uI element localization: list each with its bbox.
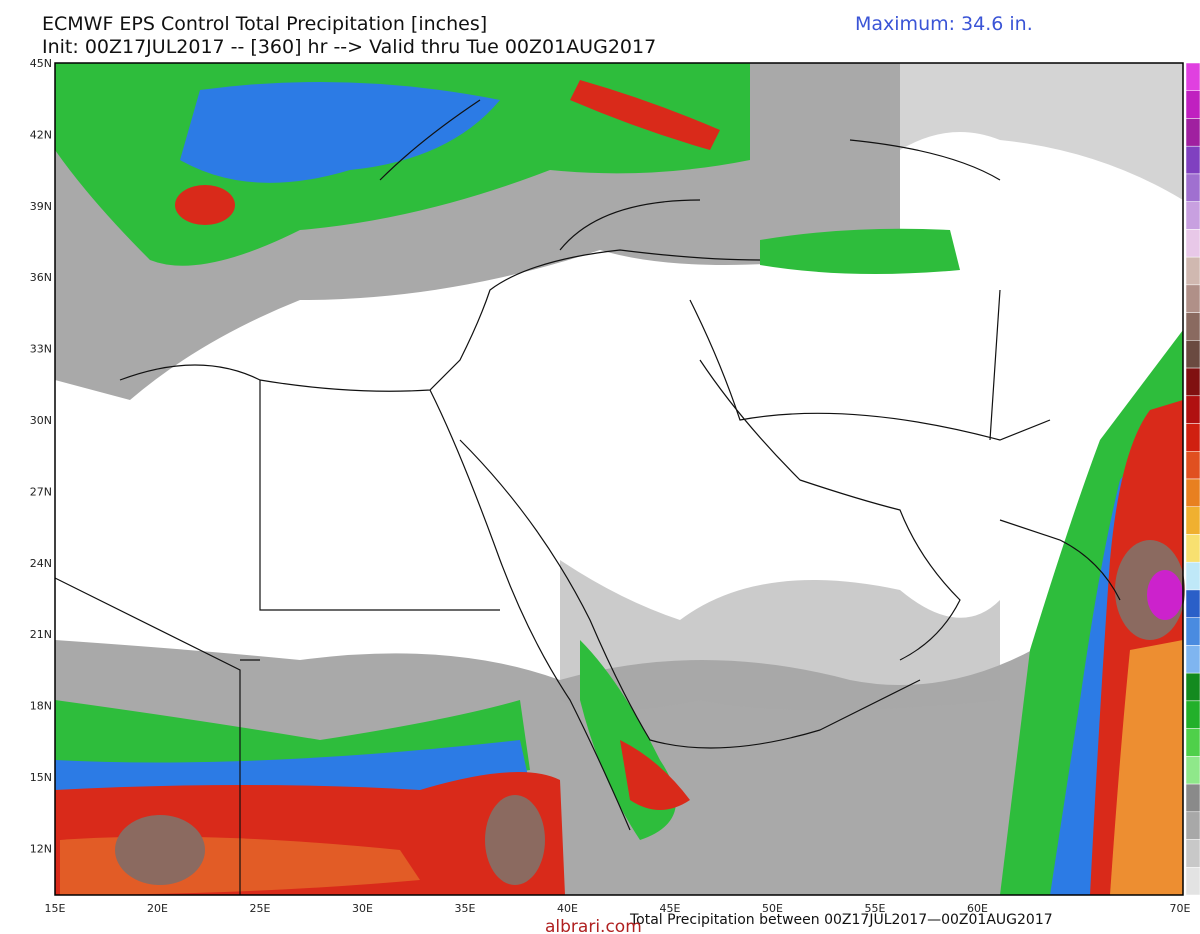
lat-label: 36N [30, 271, 52, 284]
colorbar-swatch [1185, 478, 1200, 507]
colorbar-swatch [1185, 700, 1200, 729]
colorbar-swatch [1185, 145, 1200, 175]
colorbar-swatch [1185, 645, 1200, 674]
colorbar-swatch [1185, 534, 1200, 563]
lat-label: 12N [30, 842, 52, 855]
lon-label: 30E [352, 902, 373, 915]
colorbar-swatch [1185, 728, 1200, 757]
lat-label: 21N [30, 628, 52, 641]
lat-label: 30N [30, 414, 52, 427]
map-frame [54, 62, 1184, 896]
caption: Total Precipitation between 00Z17JUL2017… [629, 912, 1053, 928]
lat-label: 18N [30, 700, 52, 713]
init-line: Init: 00Z17JUL2017 -- [360] hr --> Valid… [42, 36, 656, 58]
title: ECMWF EPS Control Total Precipitation [i… [42, 13, 487, 35]
colorbar-swatch [1185, 756, 1200, 785]
watermark: albrari.com [545, 917, 642, 934]
lon-label: 15E [45, 902, 66, 915]
colorbar-swatch [1185, 617, 1200, 646]
colorbar [1185, 62, 1200, 896]
colorbar-swatch [1185, 118, 1200, 147]
colorbar-swatch [1185, 284, 1200, 313]
colorbar-swatch [1185, 672, 1200, 702]
max-precip [1147, 570, 1183, 620]
lon-label: 45E [660, 902, 681, 915]
lat-label: 39N [30, 200, 52, 213]
lon-label: 20E [147, 902, 168, 915]
maximum: Maximum: 34.6 in. [855, 13, 1033, 35]
borders [54, 99, 1121, 895]
colorbar-swatch [1185, 506, 1200, 535]
lon-label: 50E [762, 902, 783, 915]
colorbar-swatch [1185, 62, 1200, 91]
lon-label: 70E [1170, 902, 1191, 915]
colorbar-swatch [1185, 839, 1200, 868]
lat-label: 24N [30, 557, 52, 570]
lon-label: 60E [967, 902, 988, 915]
lon-label: 35E [455, 902, 476, 915]
lat-label: 42N [30, 128, 52, 141]
colorbar-swatch [1185, 783, 1200, 813]
lat-label: 15N [30, 771, 52, 784]
lat-label: 33N [30, 343, 52, 356]
colorbar-swatch [1185, 867, 1200, 896]
colorbar-swatch [1185, 395, 1200, 424]
colorbar-swatch [1185, 589, 1200, 618]
map [54, 62, 1185, 896]
lat-label: 45N [30, 57, 52, 70]
colorbar-swatch [1185, 312, 1200, 341]
lon-label: 55E [865, 902, 886, 915]
colorbar-swatch [1185, 811, 1200, 840]
colorbar-swatch [1185, 561, 1200, 591]
colorbar-swatch [1185, 229, 1200, 258]
colorbar-swatch [1185, 340, 1200, 369]
lat-label: 27N [30, 485, 52, 498]
colorbar-swatch [1185, 201, 1200, 230]
colorbar-swatch [1185, 423, 1200, 452]
colorbar-swatch [1185, 173, 1200, 202]
colorbar-swatch [1185, 367, 1200, 397]
lon-label: 25E [250, 902, 271, 915]
colorbar-swatch [1185, 256, 1200, 286]
lon-label: 40E [557, 902, 578, 915]
colorbar-swatch [1185, 451, 1200, 480]
colorbar-swatch [1185, 90, 1200, 119]
